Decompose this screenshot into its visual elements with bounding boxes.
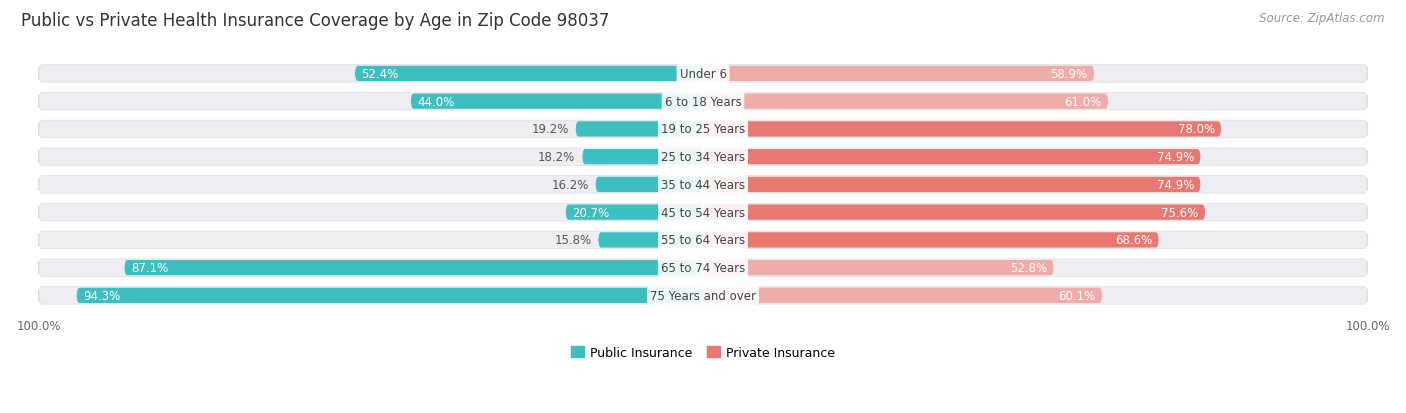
Text: Under 6: Under 6 (679, 68, 727, 81)
FancyBboxPatch shape (703, 94, 1108, 109)
Text: 68.6%: 68.6% (1115, 234, 1152, 247)
FancyBboxPatch shape (575, 122, 703, 137)
FancyBboxPatch shape (38, 121, 1368, 138)
Text: 87.1%: 87.1% (131, 261, 169, 275)
Text: 15.8%: 15.8% (554, 234, 592, 247)
Text: 74.9%: 74.9% (1157, 178, 1194, 192)
FancyBboxPatch shape (703, 205, 1205, 220)
Text: 65 to 74 Years: 65 to 74 Years (661, 261, 745, 275)
Text: 44.0%: 44.0% (418, 95, 454, 109)
Text: 18.2%: 18.2% (538, 151, 575, 164)
Text: 75.6%: 75.6% (1161, 206, 1199, 219)
Text: 55 to 64 Years: 55 to 64 Years (661, 234, 745, 247)
Text: 52.4%: 52.4% (361, 68, 399, 81)
FancyBboxPatch shape (703, 233, 1159, 248)
FancyBboxPatch shape (354, 66, 703, 82)
FancyBboxPatch shape (703, 288, 1102, 303)
FancyBboxPatch shape (582, 150, 703, 165)
FancyBboxPatch shape (703, 260, 1054, 275)
FancyBboxPatch shape (38, 259, 1368, 277)
Text: 75 Years and over: 75 Years and over (650, 289, 756, 302)
Text: 16.2%: 16.2% (551, 178, 589, 192)
FancyBboxPatch shape (38, 204, 1368, 221)
FancyBboxPatch shape (38, 93, 1368, 111)
Text: 45 to 54 Years: 45 to 54 Years (661, 206, 745, 219)
Text: 94.3%: 94.3% (83, 289, 121, 302)
FancyBboxPatch shape (38, 287, 1368, 304)
FancyBboxPatch shape (124, 260, 703, 275)
FancyBboxPatch shape (38, 232, 1368, 249)
Text: 25 to 34 Years: 25 to 34 Years (661, 151, 745, 164)
Text: 19 to 25 Years: 19 to 25 Years (661, 123, 745, 136)
Text: 6 to 18 Years: 6 to 18 Years (665, 95, 741, 109)
FancyBboxPatch shape (703, 150, 1201, 165)
Text: 35 to 44 Years: 35 to 44 Years (661, 178, 745, 192)
FancyBboxPatch shape (703, 66, 1094, 82)
FancyBboxPatch shape (598, 233, 703, 248)
FancyBboxPatch shape (38, 149, 1368, 166)
FancyBboxPatch shape (595, 177, 703, 192)
Text: Source: ZipAtlas.com: Source: ZipAtlas.com (1260, 12, 1385, 25)
FancyBboxPatch shape (703, 177, 1201, 192)
FancyBboxPatch shape (76, 288, 703, 303)
FancyBboxPatch shape (411, 94, 703, 109)
Text: 78.0%: 78.0% (1178, 123, 1215, 136)
Text: 52.8%: 52.8% (1010, 261, 1047, 275)
Text: 19.2%: 19.2% (531, 123, 569, 136)
Text: 20.7%: 20.7% (572, 206, 609, 219)
Text: 58.9%: 58.9% (1050, 68, 1088, 81)
Text: 61.0%: 61.0% (1064, 95, 1102, 109)
Text: 74.9%: 74.9% (1157, 151, 1194, 164)
FancyBboxPatch shape (565, 205, 703, 220)
Legend: Public Insurance, Private Insurance: Public Insurance, Private Insurance (567, 341, 839, 364)
FancyBboxPatch shape (703, 122, 1222, 137)
Text: Public vs Private Health Insurance Coverage by Age in Zip Code 98037: Public vs Private Health Insurance Cover… (21, 12, 609, 30)
Text: 60.1%: 60.1% (1059, 289, 1095, 302)
FancyBboxPatch shape (38, 176, 1368, 194)
FancyBboxPatch shape (38, 66, 1368, 83)
